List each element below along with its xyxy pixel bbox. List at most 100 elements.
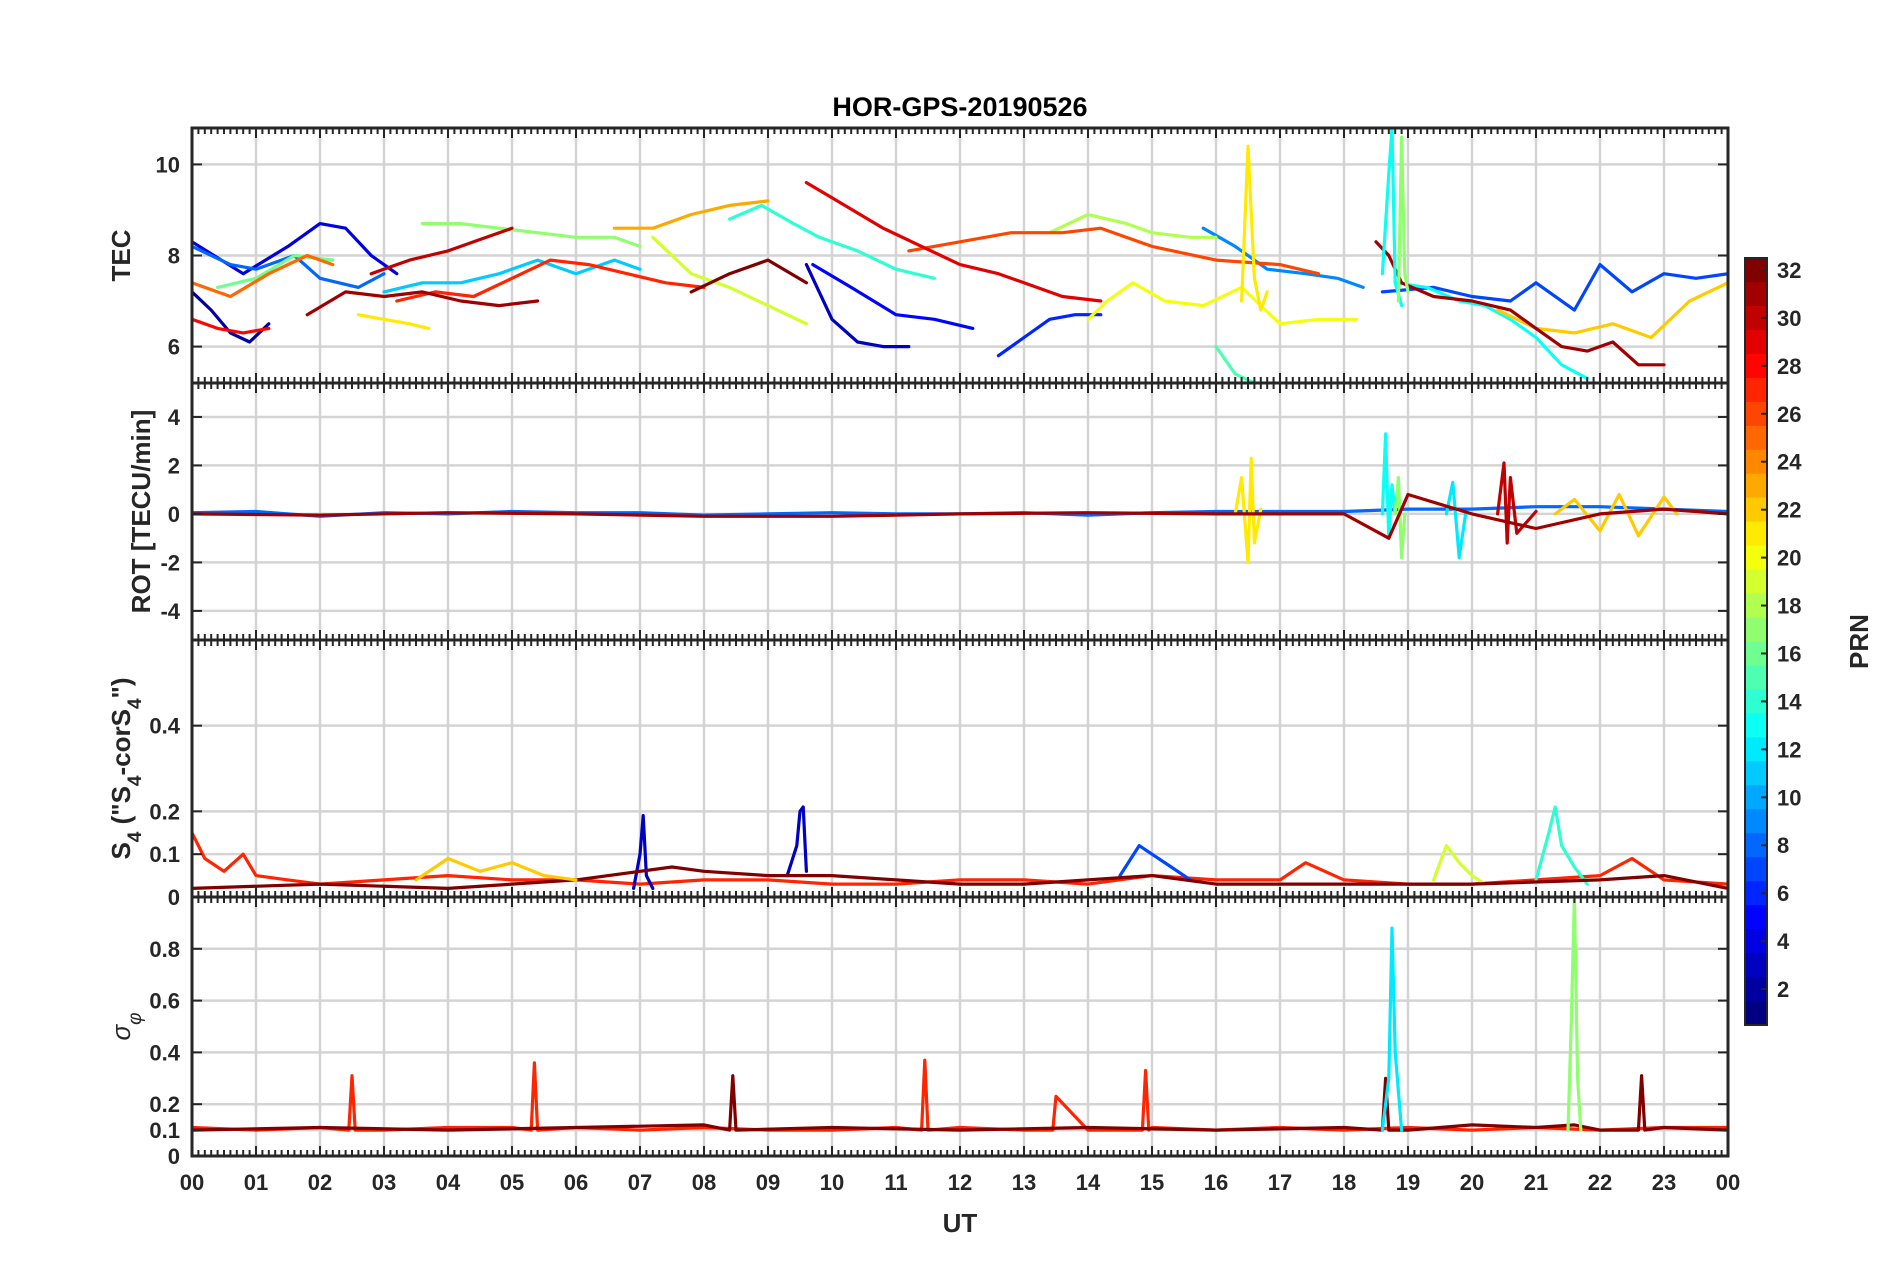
colorbar-segment	[1745, 425, 1767, 451]
y-tick-label: 0.4	[149, 1040, 180, 1065]
series-line-prn-30	[369, 226, 514, 276]
x-tick-label: 09	[756, 1170, 780, 1195]
series-line-prn-25	[192, 253, 335, 299]
y-tick-label: 0	[168, 885, 180, 910]
series-line-prn-6	[996, 313, 1103, 358]
panel-frame	[190, 895, 1730, 1158]
x-tick-label: 16	[1204, 1170, 1228, 1195]
x-tick-label: 13	[1012, 1170, 1036, 1195]
colorbar-tick-label: 30	[1777, 306, 1801, 331]
series-line-prn-17	[420, 222, 642, 248]
x-tick-label: 04	[436, 1170, 461, 1195]
series-group	[192, 805, 1728, 891]
x-tick-label: 03	[372, 1170, 396, 1195]
y-tick-label: 6	[168, 335, 180, 360]
colorbar-segment	[1745, 569, 1767, 595]
series-line-prn-31	[192, 492, 1728, 540]
colorbar-segment	[1745, 258, 1767, 283]
x-axis-label: UT	[943, 1208, 978, 1238]
series-line-prn-20	[1086, 281, 1359, 326]
colorbar-segment	[1745, 617, 1767, 643]
colorbar-segment	[1745, 833, 1767, 858]
series-line-prn-17	[1566, 897, 1583, 1132]
series-line-prn-17	[1396, 135, 1410, 303]
x-tick-label: 21	[1524, 1170, 1548, 1195]
y-tick-label: 10	[156, 152, 180, 177]
y-tick-label: 0.8	[149, 937, 180, 962]
colorbar-segment	[1745, 929, 1767, 954]
y-tick-label: 0.1	[149, 842, 180, 867]
colorbar-tick-label: 2	[1777, 977, 1789, 1002]
y-axis-label-rot: ROT [TECU/min]	[126, 410, 156, 614]
series-group	[192, 897, 1728, 1132]
colorbar-segment	[1745, 761, 1767, 786]
x-tick-label: 07	[628, 1170, 652, 1195]
series-line-prn-28	[192, 317, 271, 335]
series-line-prn-4	[192, 222, 399, 276]
series-line-prn-26	[907, 226, 1321, 276]
colorbar-tick-label: 28	[1777, 354, 1801, 379]
y-tick-label: 0	[168, 502, 180, 527]
colorbar-tick-label: 8	[1777, 833, 1789, 858]
y-tick-label: 4	[168, 405, 181, 430]
x-tick-label: 10	[820, 1170, 844, 1195]
colorbar-tick-label: 4	[1777, 929, 1790, 954]
series-line-prn-18	[1047, 212, 1218, 239]
series-group	[192, 432, 1728, 565]
x-tick-label: 02	[308, 1170, 332, 1195]
panel-rot: -4 -2 0 2 4 ROT [TECU/min]	[126, 381, 1730, 642]
colorbar-segment	[1745, 305, 1767, 331]
x-tick-label: 01	[244, 1170, 268, 1195]
colorbar-segment	[1745, 977, 1767, 1002]
colorbar-frame	[1744, 257, 1768, 1026]
panel-tec: 6 8 10 TEC	[106, 126, 1730, 385]
y-tick-label: 0.4	[149, 714, 180, 739]
x-tick-label: 23	[1652, 1170, 1676, 1195]
x-tick-label: 17	[1268, 1170, 1292, 1195]
colorbar-segment	[1745, 809, 1767, 834]
series-line-prn-3	[785, 805, 809, 878]
series-line-prn-32	[192, 1074, 1728, 1132]
series-line-prn-7	[1118, 843, 1193, 882]
panel-sigma: 00.10.2 0.4 0.6 0.8 σφ	[106, 895, 1730, 1169]
x-tick-label: 00	[180, 1170, 204, 1195]
series-line-prn-21	[356, 313, 431, 330]
x-tick-label: 14	[1076, 1170, 1101, 1195]
colorbar-segment	[1745, 857, 1767, 882]
y-tick-label: 0.6	[149, 989, 180, 1014]
y-tick-label: 0.1	[149, 1118, 180, 1143]
x-tick-label: 22	[1588, 1170, 1612, 1195]
colorbar-segment	[1745, 713, 1767, 738]
panel-s4: 0 0.1 0.2 0.4S4 ("S4-corS4")	[106, 638, 1730, 910]
series-line-prn-29	[804, 181, 1103, 303]
x-tick-label: 15	[1140, 1170, 1164, 1195]
colorbar-segment	[1745, 281, 1767, 307]
x-tick-label: 05	[500, 1170, 524, 1195]
y-tick-label: 8	[168, 244, 180, 269]
series-line-prn-21	[1239, 144, 1269, 312]
series-line-prn-19	[651, 235, 809, 326]
y-axis-label-tec: TEC	[106, 229, 136, 281]
series-line-prn-14	[727, 203, 937, 280]
colorbar-segment	[1745, 905, 1767, 930]
series-line-prn-2	[192, 290, 271, 344]
series-line-prn-27	[395, 258, 706, 303]
series-line-prn-11	[382, 258, 642, 294]
colorbar-tick-label: 16	[1777, 641, 1801, 666]
y-axis-label-s4: S4 ("S4-corS4")	[106, 677, 146, 859]
colorbar-segment	[1745, 401, 1767, 427]
colorbar-tick-label: 24	[1777, 450, 1802, 475]
y-tick-label: -2	[160, 550, 180, 575]
series-line-prn-15	[1214, 345, 1308, 383]
colorbar-segment	[1745, 665, 1767, 691]
x-tick-label: 00	[1716, 1170, 1740, 1195]
y-tick-label: 0.2	[149, 799, 180, 824]
colorbar-segment	[1745, 449, 1767, 475]
x-tick-label: 06	[564, 1170, 588, 1195]
y-tick-label: 0	[168, 1144, 180, 1169]
colorbar-segment	[1745, 473, 1767, 499]
